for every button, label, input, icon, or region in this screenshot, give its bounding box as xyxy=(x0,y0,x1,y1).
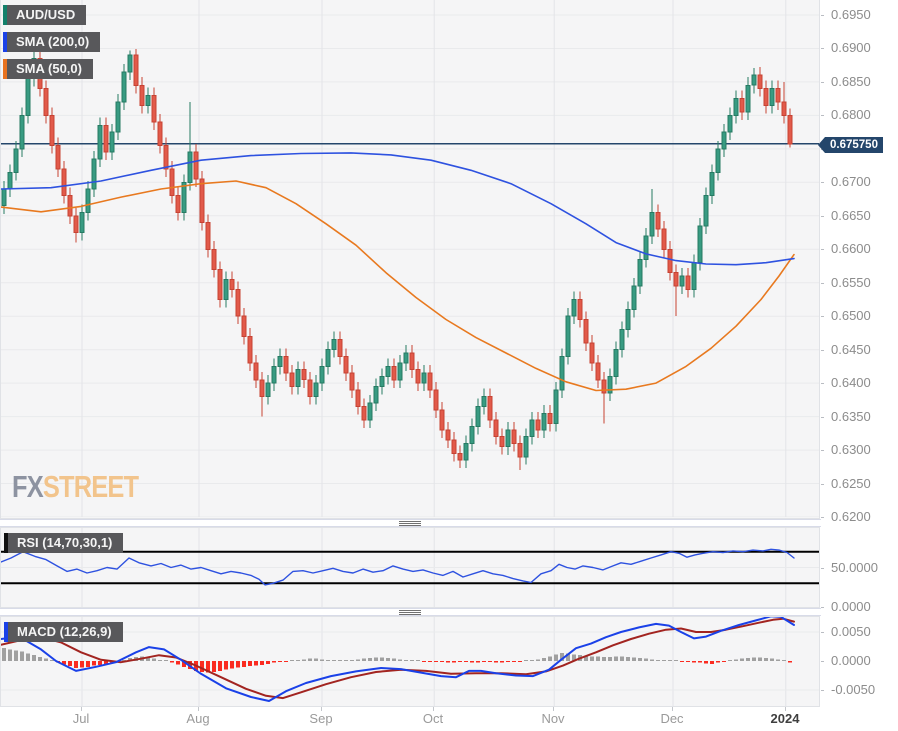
axis-tick-label: 0.0000 xyxy=(831,653,871,668)
axis-tick-mark xyxy=(821,661,824,662)
axis-tick-mark xyxy=(198,707,199,711)
axis-tick-label: 0.6250 xyxy=(831,476,871,491)
axis-tick-label: 0.6300 xyxy=(831,442,871,457)
axis-tick-mark xyxy=(821,417,824,418)
price-panel[interactable] xyxy=(0,0,820,519)
axis-tick-mark xyxy=(553,707,554,711)
axis-tick-label: 0.6500 xyxy=(831,308,871,323)
axis-tick-mark xyxy=(321,707,322,711)
axis-tick-label: 0.6350 xyxy=(831,409,871,424)
axis-tick-mark xyxy=(821,517,824,518)
rsi-label: RSI (14,70,30,1) xyxy=(17,535,113,550)
macd-panel[interactable] xyxy=(0,616,820,707)
symbol-label: AUD/USD xyxy=(16,7,76,22)
fxstreet-logo: FXSTREET xyxy=(12,469,139,505)
axis-tick-label: 0.6450 xyxy=(831,342,871,357)
axis-tick-mark xyxy=(821,115,824,116)
panel-divider[interactable] xyxy=(0,608,898,616)
sma50-label: SMA (50,0) xyxy=(16,61,82,76)
time-axis-label: Oct xyxy=(422,711,444,726)
axis-tick-label: 0.6850 xyxy=(831,74,871,89)
axis-tick-mark xyxy=(821,607,824,608)
axis-tick-mark xyxy=(821,383,824,384)
axis-tick-label: 0.6900 xyxy=(831,40,871,55)
axis-tick-mark xyxy=(821,182,824,183)
axis-tick-mark xyxy=(821,316,824,317)
axis-tick-label: -0.0050 xyxy=(831,682,876,697)
axis-tick-mark xyxy=(821,283,824,284)
sma200-legend[interactable]: SMA (200,0) xyxy=(3,32,101,52)
drag-handle-icon[interactable] xyxy=(399,610,421,615)
axis-tick-label: 0.0000 xyxy=(831,599,871,614)
axis-tick-mark xyxy=(785,707,786,711)
rsi-panel[interactable] xyxy=(0,527,820,608)
fxstreet-logo-street: STREET xyxy=(42,469,139,504)
axis-tick-mark xyxy=(821,450,824,451)
axis-tick-mark xyxy=(821,632,824,633)
candles xyxy=(1,47,793,471)
rsi-legend[interactable]: RSI (14,70,30,1) xyxy=(4,533,124,553)
price-chart-canvas[interactable] xyxy=(1,0,819,517)
fxstreet-logo-fx: FX xyxy=(12,469,44,504)
axis-tick-mark xyxy=(821,568,824,569)
time-axis-label: Jul xyxy=(72,711,90,726)
axis-tick-mark xyxy=(821,350,824,351)
macd-legend[interactable]: MACD (12,26,9) xyxy=(4,622,123,642)
sma50-color-bar xyxy=(3,59,7,79)
axis-tick-mark xyxy=(81,707,82,711)
time-axis-label: Dec xyxy=(660,711,684,726)
axis-tick-label: 50.0000 xyxy=(831,560,878,575)
axis-tick-label: 0.6650 xyxy=(831,208,871,223)
current-price-tag: 0.675750 xyxy=(818,137,883,153)
sma50-legend[interactable]: SMA (50,0) xyxy=(3,59,93,79)
sma200-label: SMA (200,0) xyxy=(16,34,90,49)
time-axis-label: 2024 xyxy=(770,711,800,726)
axis-tick-label: 0.6800 xyxy=(831,107,871,122)
time-axis-label: Nov xyxy=(541,711,565,726)
rsi-color-bar xyxy=(4,533,8,553)
axis-tick-label: 0.6700 xyxy=(831,174,871,189)
panel-divider[interactable] xyxy=(0,519,898,527)
rsi-chart-canvas[interactable] xyxy=(1,528,819,607)
axis-tick-mark xyxy=(821,484,824,485)
macd-chart-canvas[interactable] xyxy=(1,617,819,706)
time-axis-label: Aug xyxy=(186,711,210,726)
time-axis[interactable]: Jul Aug Sep Oct Nov Dec 2024 xyxy=(0,707,898,731)
axis-tick-label: 0.6550 xyxy=(831,275,871,290)
axis-tick-label: 0.6400 xyxy=(831,375,871,390)
macd-label: MACD (12,26,9) xyxy=(17,624,112,639)
axis-tick-label: 0.0050 xyxy=(831,624,871,639)
drag-handle-icon[interactable] xyxy=(399,521,421,526)
axis-tick-mark xyxy=(821,48,824,49)
axis-tick-label: 0.6600 xyxy=(831,241,871,256)
price-axis[interactable]: 0.69500.69000.68500.68000.67500.67000.66… xyxy=(821,0,898,707)
axis-tick-mark xyxy=(821,690,824,691)
axis-tick-label: 0.6200 xyxy=(831,509,871,524)
symbol-legend[interactable]: AUD/USD xyxy=(3,5,87,25)
axis-tick-mark xyxy=(672,707,673,711)
macd-color-bar xyxy=(4,622,8,642)
axis-tick-mark xyxy=(821,216,824,217)
symbol-color-bar xyxy=(3,5,7,25)
axis-tick-mark xyxy=(433,707,434,711)
axis-tick-mark xyxy=(821,82,824,83)
time-axis-label: Sep xyxy=(309,711,333,726)
axis-tick-mark xyxy=(821,249,824,250)
axis-tick-mark xyxy=(821,15,824,16)
axis-tick-label: 0.6950 xyxy=(831,7,871,22)
sma200-color-bar xyxy=(3,32,7,52)
